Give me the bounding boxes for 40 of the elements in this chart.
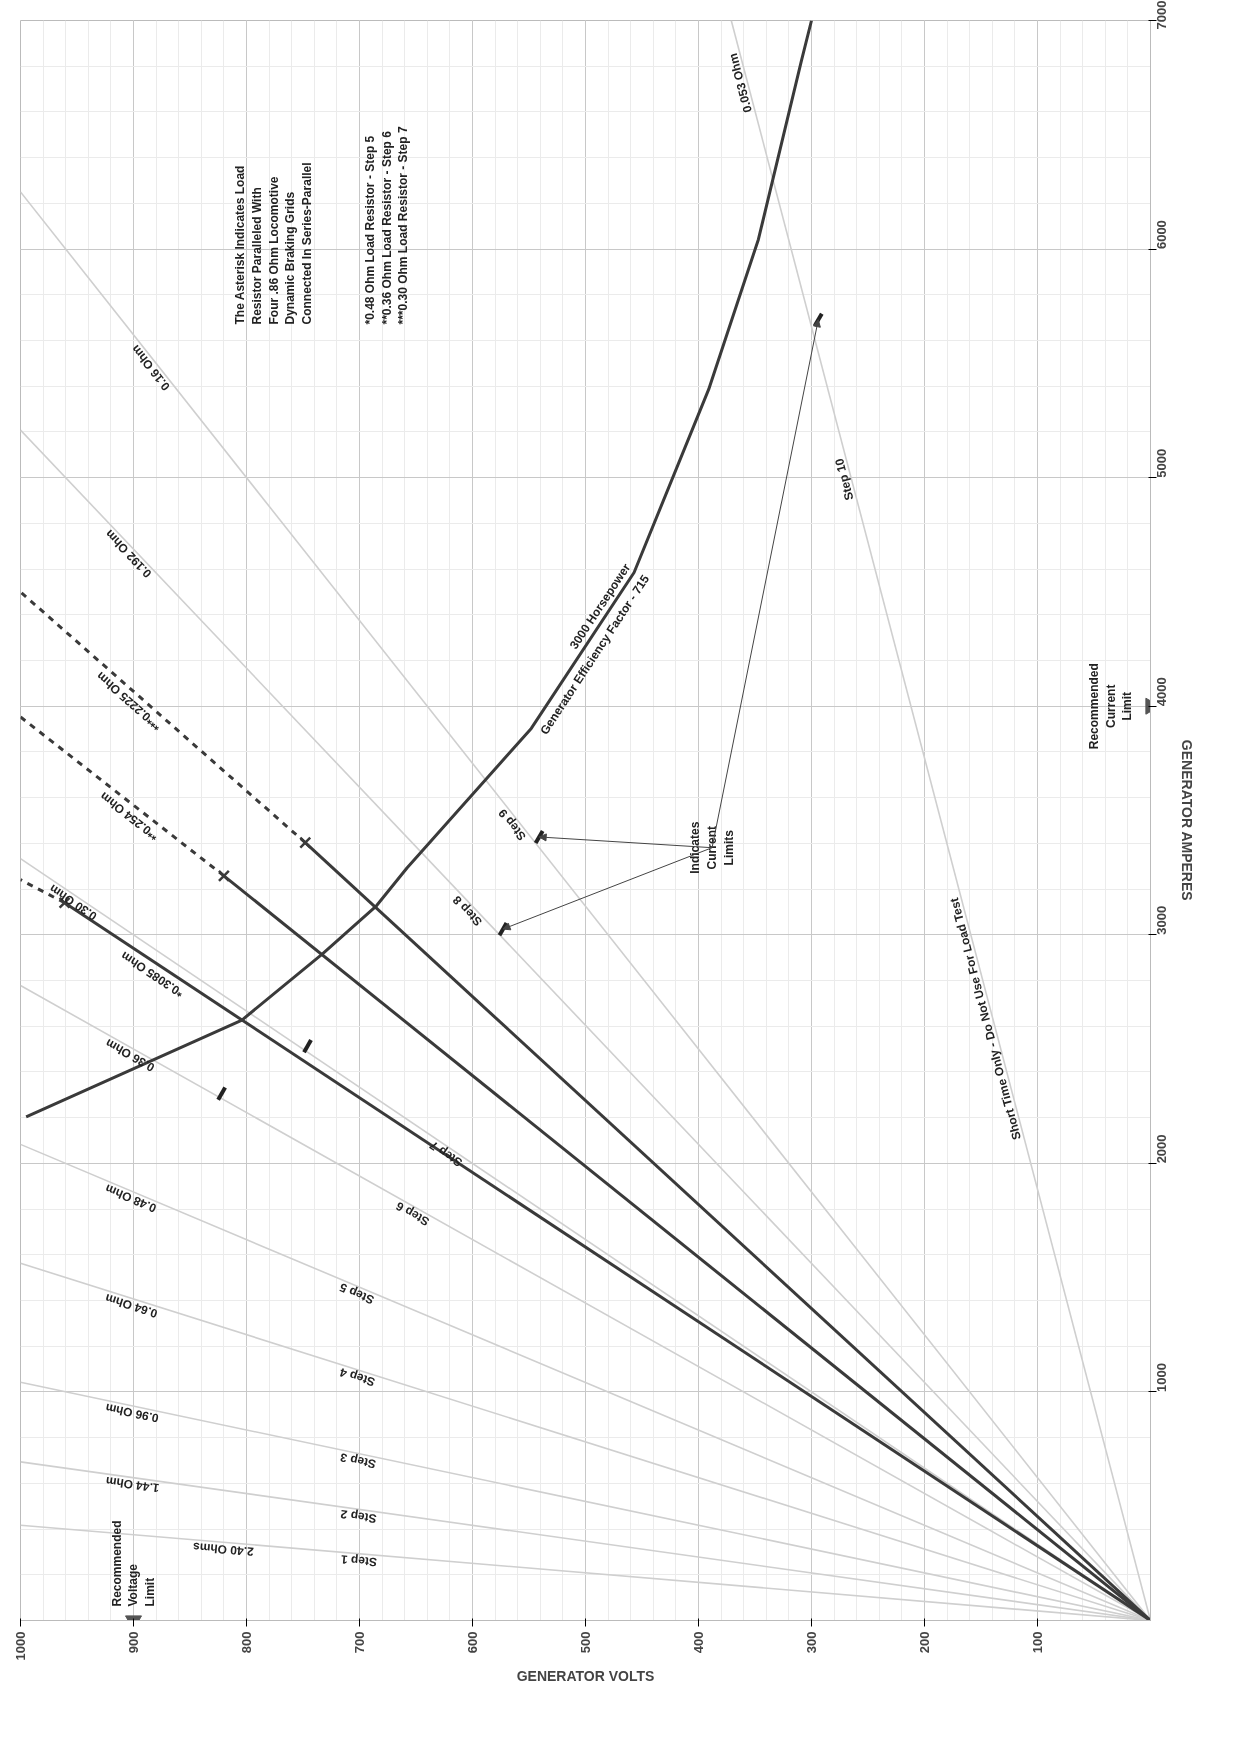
- text: Recommended Voltage Limit: [109, 1520, 158, 1607]
- annotation: Step 2: [339, 1506, 378, 1526]
- y-tick-label: 6000: [1154, 220, 1169, 250]
- x-tick-label: 300: [804, 1631, 819, 1654]
- annotation: Step 7: [426, 1137, 465, 1170]
- y-tick-label: 7000: [1154, 0, 1169, 30]
- x-tick-label: 800: [239, 1631, 254, 1654]
- annotation: 2.40 Ohms: [192, 1539, 255, 1559]
- y-tick-label: 1000: [1154, 1363, 1169, 1392]
- annotation: Step 1: [340, 1552, 378, 1570]
- x-tick-label: 100: [1030, 1631, 1045, 1654]
- y-axis-title: GENERATOR AMPERES: [1178, 739, 1195, 901]
- y-tick-label: 5000: [1154, 448, 1169, 478]
- y-tick-label: 4000: [1154, 677, 1169, 707]
- x-tick-label: 600: [465, 1631, 480, 1654]
- annotation: The Asterisk Indicates Load Resistor Paralleled With Four .86 Ohm Locomotive Dynamic Braking Grids Connected In Series-Parallel: [233, 162, 315, 325]
- annotation: Step 4: [337, 1364, 377, 1390]
- annotation: 0.48 Ohm: [103, 1181, 159, 1216]
- annotation: Step 5: [337, 1280, 377, 1308]
- annotation: 1.44 Ohm: [104, 1473, 161, 1496]
- annotation: 0.96 Ohm: [104, 1400, 160, 1426]
- text: *0.48 Ohm Load Resistor - Step 5 **0.36 Ohm Load Resistor - Step 6 ***0.30 Ohm Load Resistor - Step 7: [362, 126, 411, 325]
- annotation: 0.36 Ohm: [103, 1035, 158, 1075]
- text: Recommended Current Limit: [1086, 663, 1135, 750]
- annotation: Step 10: [832, 456, 857, 502]
- annotation: Short Time Only - Do Not Use For Load Test: [947, 896, 1024, 1142]
- annotation: 0.053 Ohm: [725, 51, 755, 114]
- x-axis-title: GENERATOR VOLTS: [516, 1668, 655, 1685]
- x-tick-label: 700: [352, 1631, 367, 1654]
- y-tick-label: 2000: [1154, 1134, 1169, 1164]
- x-tick-label: 900: [126, 1631, 141, 1654]
- annotation: Step 6: [393, 1198, 432, 1229]
- x-tick-label: 1000: [13, 1631, 28, 1661]
- y-tick-label: 3000: [1154, 905, 1169, 935]
- x-tick-label: 200: [917, 1631, 932, 1654]
- annotation: 0.64 Ohm: [103, 1290, 160, 1321]
- x-tick-label: 400: [691, 1631, 706, 1654]
- annotation: Indicates Current Limits: [688, 821, 736, 874]
- x-tick-label: 500: [578, 1631, 593, 1654]
- annotation: Step 3: [338, 1450, 378, 1472]
